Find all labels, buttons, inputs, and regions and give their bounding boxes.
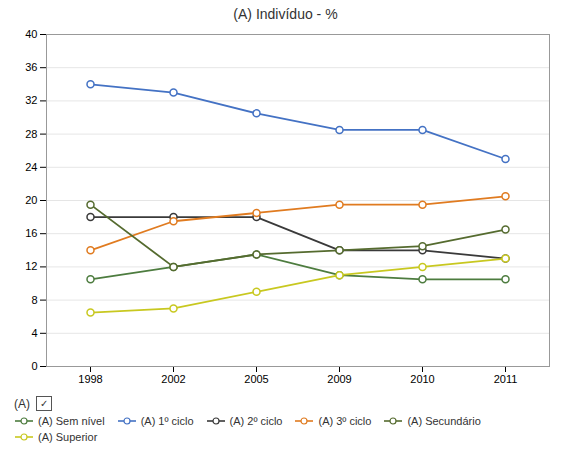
- html-text:(A): (A): [14, 396, 30, 411]
- html-text:(A) Sem nível: (A) Sem nível: [38, 415, 105, 427]
- svg-text:12: 12: [25, 260, 37, 272]
- svg-text:8: 8: [31, 294, 37, 306]
- svg-text:2010: 2010: [410, 373, 434, 385]
- svg-text:28: 28: [25, 128, 37, 140]
- html-text:(A) Superior: (A) Superior: [38, 431, 98, 443]
- svg-text:40: 40: [25, 28, 37, 40]
- html-text:(A) 2º ciclo: (A) 2º ciclo: [229, 415, 283, 427]
- svg-text:1998: 1998: [78, 373, 102, 385]
- html-text:(A) Indivíduo - %: (A) Indivíduo - %: [233, 6, 338, 22]
- svg-text:2002: 2002: [161, 373, 185, 385]
- svg-text:0: 0: [31, 360, 37, 372]
- html-text:(A) 3º ciclo: (A) 3º ciclo: [318, 415, 372, 427]
- svg-text:36: 36: [25, 61, 37, 73]
- svg-text:2011: 2011: [494, 373, 518, 385]
- svg-text:32: 32: [25, 94, 37, 106]
- svg-text:16: 16: [25, 227, 37, 239]
- svg-text:20: 20: [25, 194, 37, 206]
- html-text:(A) Secundário: (A) Secundário: [407, 415, 481, 427]
- svg-text:2009: 2009: [327, 373, 351, 385]
- svg-text:2005: 2005: [244, 373, 268, 385]
- svg-text:4: 4: [31, 327, 37, 339]
- html-text:(A) 1º ciclo: (A) 1º ciclo: [140, 415, 194, 427]
- svg-text:24: 24: [25, 161, 37, 173]
